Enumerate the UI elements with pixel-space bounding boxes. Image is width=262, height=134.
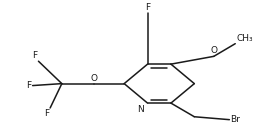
Text: F: F <box>145 3 150 12</box>
Text: CH₃: CH₃ <box>236 34 253 43</box>
Text: N: N <box>137 105 144 114</box>
Text: Br: Br <box>230 115 240 124</box>
Text: F: F <box>44 109 49 118</box>
Text: O: O <box>210 46 217 55</box>
Text: F: F <box>32 51 37 60</box>
Text: O: O <box>90 74 97 83</box>
Text: F: F <box>26 81 32 90</box>
